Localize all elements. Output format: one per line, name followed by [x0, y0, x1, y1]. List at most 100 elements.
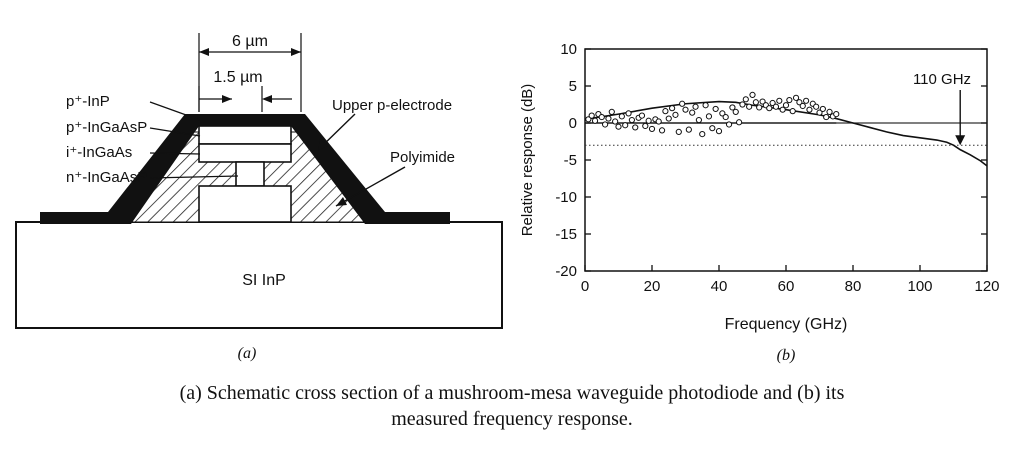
data-point — [669, 105, 676, 112]
data-point — [622, 122, 629, 129]
data-point — [615, 123, 622, 130]
data-point — [709, 125, 716, 132]
data-point — [792, 94, 800, 101]
cross-section-diagram: SI InP 6 µm 1.5 µm p⁺-InP p⁺-InGaAsP i⁺-… — [15, 33, 503, 362]
x-tick-label-80: 80 — [845, 278, 862, 295]
y-tick-label--20: -20 — [555, 263, 577, 280]
data-point — [725, 121, 733, 128]
label-p-inp: p⁺-InP — [66, 93, 110, 110]
data-point — [638, 112, 646, 119]
y-axis-label: Relative response (dB) — [519, 84, 536, 237]
data-point — [588, 112, 595, 119]
label-i-ingaas: i⁺-InGaAs — [66, 144, 132, 161]
panel-a-label: (a) — [238, 345, 257, 362]
frequency-response-chart: 0 20 40 60 80 100 120 10 5 0 -5 -10 -15 -20 Frequency… — [519, 41, 1000, 364]
data-point — [645, 117, 652, 124]
y-tick-label--5: -5 — [564, 152, 577, 169]
data-point — [585, 116, 592, 123]
data-point — [679, 100, 686, 107]
data-point — [625, 110, 632, 117]
data-point — [672, 111, 679, 118]
caption-line-2: measured frequency response. — [391, 408, 633, 430]
x-axis-label: Frequency (GHz) — [725, 316, 848, 333]
data-point — [715, 128, 723, 135]
data-point — [756, 104, 763, 111]
y-tick-label-5: 5 — [569, 78, 577, 95]
x-tick-label-100: 100 — [907, 278, 932, 295]
data-point — [786, 96, 793, 104]
data-point — [705, 113, 713, 120]
x-tick-label-120: 120 — [974, 278, 999, 295]
upper-electrode — [40, 114, 450, 224]
panel-b-label: (b) — [777, 347, 796, 364]
leader-lines — [149, 101, 239, 179]
annotation-110ghz: 110 GHz — [913, 71, 971, 88]
data-point — [772, 103, 780, 110]
data-point — [612, 118, 619, 125]
y-tick-label--10: -10 — [555, 189, 577, 206]
data-point — [729, 104, 736, 111]
mesa-neck — [235, 161, 265, 187]
data-point — [665, 115, 672, 122]
data-point — [675, 128, 682, 135]
y-tick-label-0: 0 — [569, 115, 577, 132]
data-point — [685, 126, 692, 133]
data-point — [722, 113, 729, 121]
data-point — [648, 125, 656, 133]
x-tick-label-40: 40 — [711, 278, 728, 295]
data-point — [816, 109, 823, 116]
layer-p-ingaasp — [198, 125, 292, 145]
data-point — [752, 99, 759, 106]
data-point — [823, 113, 830, 121]
data-point — [813, 103, 820, 110]
substrate-label: SI InP — [242, 272, 286, 289]
data-point — [658, 127, 666, 134]
data-point — [591, 117, 599, 124]
data-point — [689, 109, 696, 116]
data-point — [605, 115, 612, 122]
label-n-ingaasp: n⁺-InGaAsP — [66, 169, 147, 186]
data-point — [598, 113, 605, 121]
data-point — [766, 105, 773, 112]
data-point — [759, 98, 766, 105]
data-point — [608, 108, 615, 116]
data-point — [602, 121, 609, 128]
series-line-0 — [584, 100, 988, 167]
data-point — [796, 99, 803, 106]
figure-caption: (a) Schematic cross section of a mushroo… — [0, 380, 1024, 432]
substrate-block — [15, 221, 503, 329]
label-p-ingaasp: p⁺-InGaAsP — [66, 119, 147, 136]
data-point — [749, 91, 756, 98]
data-point — [695, 116, 702, 124]
x-tick-label-60: 60 — [778, 278, 795, 295]
y-tick-label-10: 10 — [560, 41, 577, 58]
data-point — [806, 106, 813, 113]
data-point — [833, 111, 840, 118]
layer-n-ingaasp — [198, 185, 292, 223]
data-point — [779, 106, 786, 113]
data-point — [736, 119, 743, 126]
data-point — [746, 103, 753, 110]
x-tick-label-20: 20 — [644, 278, 661, 295]
data-point — [826, 108, 833, 116]
caption-line-1: (a) Schematic cross section of a mushroo… — [179, 382, 845, 404]
data-point — [632, 124, 639, 131]
data-point — [642, 122, 649, 130]
data-point — [732, 108, 739, 116]
data-point — [699, 131, 706, 138]
data-point — [739, 101, 746, 108]
data-point — [628, 116, 636, 124]
data-point — [742, 96, 749, 103]
y-tick-label--15: -15 — [555, 226, 577, 243]
data-point — [662, 108, 669, 115]
data-point — [719, 110, 726, 117]
data-point — [803, 97, 810, 104]
data-point — [655, 118, 662, 125]
data-point — [776, 97, 783, 104]
data-point — [692, 103, 699, 110]
data-point — [789, 108, 796, 115]
data-point — [682, 106, 689, 113]
width-6um-label: 6 µm — [232, 33, 268, 50]
layer-i-ingaas — [198, 143, 292, 163]
width-1-5um-label: 1.5 µm — [213, 69, 262, 86]
